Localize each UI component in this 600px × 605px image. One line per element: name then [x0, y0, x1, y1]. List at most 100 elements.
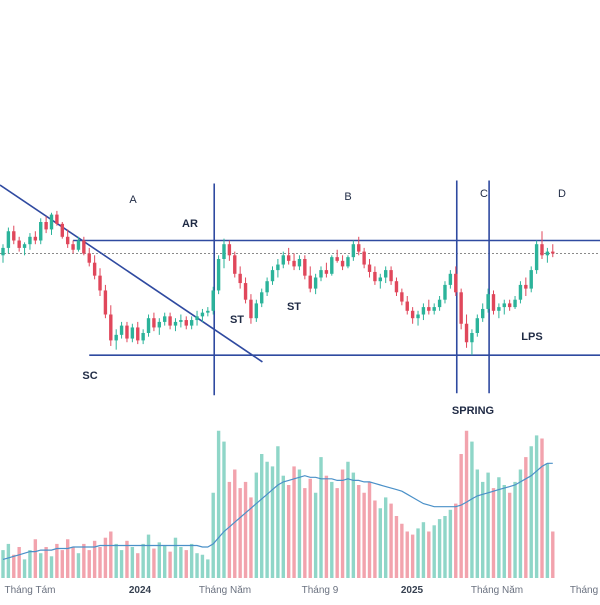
candle-body [17, 240, 21, 248]
candle-body [529, 270, 533, 289]
candle-body [308, 275, 312, 289]
volume-bar [464, 430, 469, 578]
volume-bar [529, 446, 533, 578]
candle-body [400, 292, 404, 302]
event-label-lps: LPS [521, 331, 542, 343]
volume-bar [98, 547, 102, 578]
candle-body [125, 325, 129, 339]
candle-body [44, 222, 48, 230]
event-label-spring: SPRING [452, 405, 494, 417]
volume-bar [416, 528, 420, 578]
volume-bar [233, 469, 237, 578]
candle-body [340, 260, 345, 267]
candle-body [319, 270, 323, 278]
candle-body [119, 325, 124, 335]
volume-bar [324, 475, 329, 578]
volume-bar [319, 457, 323, 578]
candle-body [475, 318, 480, 333]
phase-label-c: C [480, 188, 488, 200]
volume-bar [60, 550, 64, 578]
volume-bar [303, 488, 307, 578]
volume-bar [276, 446, 280, 578]
volume-bar [22, 559, 27, 578]
volume-bar [136, 553, 140, 578]
x-tick-label: Tháng [570, 585, 598, 596]
volume-bar [346, 461, 350, 578]
candle-body [330, 257, 334, 274]
volume-bar [146, 534, 151, 578]
candle-body [394, 281, 399, 293]
volume-bar [551, 531, 555, 578]
candle-body [22, 244, 27, 248]
volume-bar [44, 547, 48, 578]
candle-body [65, 236, 70, 245]
volume-bar [125, 540, 129, 578]
volume-bar [292, 466, 296, 578]
volume-bar [152, 548, 156, 578]
candle-body [1, 247, 5, 256]
volume-bar [378, 508, 382, 578]
annotations: A B C D SC AR ST ST SPRING LPS [82, 188, 566, 417]
volume-bar [513, 481, 517, 578]
candle-body [71, 244, 75, 250]
candle-body [243, 283, 248, 300]
candle-body [238, 273, 242, 284]
candle-body [346, 257, 350, 267]
volume-bar [12, 554, 16, 578]
volume-bar [437, 519, 442, 578]
volume-bar [227, 481, 232, 578]
candle-body [470, 333, 474, 343]
event-label-sc: SC [82, 370, 97, 382]
event-label-st-2: ST [287, 301, 301, 313]
volume-bar [179, 547, 183, 578]
volume-bar [491, 488, 496, 578]
candle-body [114, 334, 118, 341]
volume-bar [39, 553, 43, 578]
candle-body [216, 259, 221, 291]
volume-bar [184, 550, 188, 578]
candle-body [28, 236, 32, 245]
volume-bar [55, 543, 59, 578]
volume-bar [534, 435, 539, 578]
candle-body [189, 320, 194, 326]
volume-bar [260, 454, 264, 578]
volume-ma-line [2, 462, 553, 560]
volume-bar [82, 543, 86, 578]
candle-body [206, 310, 210, 313]
volume-bar [297, 469, 302, 578]
volume-bar [454, 503, 458, 578]
volume-bar [6, 543, 11, 578]
candle-body [481, 308, 485, 319]
x-tick-label: 2025 [401, 585, 424, 596]
candle-body [362, 251, 366, 265]
candle-body [427, 307, 431, 311]
candle-body [233, 255, 237, 274]
x-tick-label: 2024 [129, 585, 152, 596]
volume-bar [114, 543, 118, 578]
volume-bar [340, 469, 345, 578]
candle-body [292, 260, 296, 267]
candle-body [163, 316, 167, 322]
event-label-st-1: ST [230, 314, 244, 326]
candle-body [437, 299, 442, 308]
candle-body [545, 251, 550, 256]
x-tick-label: Tháng 9 [302, 585, 339, 596]
candle-body [443, 284, 447, 300]
volume-bar [254, 472, 259, 578]
candle-body [507, 303, 512, 308]
candle-body [136, 327, 140, 341]
candle-body [410, 310, 415, 319]
candle-body [55, 214, 59, 224]
volume-bar [109, 531, 113, 578]
volume-bar [189, 543, 194, 578]
x-axis: Tháng Tám 2024 Tháng Năm Tháng 9 2025 Th… [5, 585, 599, 596]
volume-ma [2, 462, 553, 560]
candle-body [524, 284, 528, 289]
candle-body [459, 292, 463, 324]
volume-bar [200, 554, 205, 578]
candle-body [303, 259, 307, 276]
candle-body [152, 318, 156, 328]
volume-bar [313, 492, 318, 578]
